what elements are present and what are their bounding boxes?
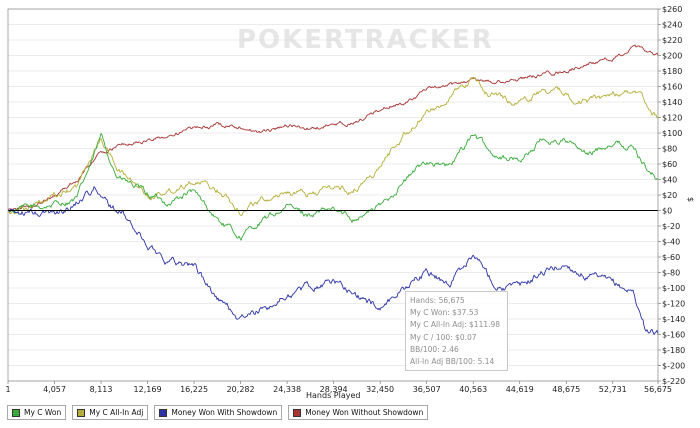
- y-tick-label: $0: [662, 207, 672, 216]
- y-tick-label: $-220: [662, 377, 685, 386]
- x-tick-label: 56,675: [644, 385, 672, 394]
- legend: My C Won My C All-In Adj Money Won With …: [7, 405, 429, 421]
- tooltip-my-c-per-100: My C / 100: $0.07: [410, 332, 477, 342]
- tooltip-my-c-won: My C Won: $37.53: [410, 308, 479, 318]
- legend-item-without-showdown[interactable]: Money Won Without Showdown: [288, 405, 429, 420]
- y-tick-label: $260: [662, 5, 682, 14]
- y-tick-label: $-160: [662, 331, 685, 340]
- y-tick-label: $20: [662, 191, 677, 200]
- legend-swatch: [159, 408, 168, 417]
- y-tick-label: $220: [662, 36, 682, 45]
- x-tick-label: 40,563: [459, 385, 487, 394]
- y-axis-title: $: [686, 197, 695, 202]
- x-tick-label: 32,450: [366, 385, 394, 394]
- x-tick-label: 52,731: [599, 385, 627, 394]
- x-tick-label: 1: [5, 385, 10, 394]
- y-tick-label: $-180: [662, 346, 685, 355]
- tooltip-all-in-adj: My C All-In Adj: $111.98: [410, 320, 501, 330]
- gridlines: [8, 8, 658, 382]
- x-tick-label: 24,338: [273, 385, 301, 394]
- tooltip-bb-100: BB/100: 2.46: [410, 344, 459, 354]
- y-tick-label: $100: [662, 129, 682, 138]
- series-line-0: [7, 132, 659, 241]
- legend-swatch: [12, 408, 20, 417]
- x-tick-label: 8,113: [90, 385, 113, 394]
- legend-label: My C Won: [24, 408, 62, 417]
- series-line-2: [8, 186, 659, 335]
- x-axis-title: Hands Played: [306, 391, 360, 400]
- x-tick-label: 4,057: [43, 385, 66, 394]
- y-tick-label: $40: [662, 176, 677, 185]
- y-tick-label: $140: [662, 98, 682, 107]
- y-tick-label: $240: [662, 21, 682, 30]
- y-tick-label: $-20: [662, 222, 680, 231]
- x-tick-label: 16,225: [180, 385, 208, 394]
- series-line-3: [7, 44, 659, 211]
- legend-label: Money Won With Showdown: [171, 408, 278, 417]
- legend-item-all-in-adj[interactable]: My C All-In Adj: [72, 405, 149, 420]
- x-tick-label: 20,282: [227, 385, 255, 394]
- legend-swatch: [293, 408, 302, 417]
- y-tick-label: $-200: [662, 362, 685, 371]
- x-tick-label: 28,394: [320, 385, 348, 394]
- y-tick-label: $120: [662, 114, 682, 123]
- tooltip-all-in-adj-bb-100: All-In Adj BB/100: 5.14: [410, 357, 495, 367]
- legend-swatch: [77, 408, 86, 417]
- legend-item-with-showdown[interactable]: Money Won With Showdown: [154, 405, 283, 420]
- series-layer: [7, 44, 659, 335]
- series-line-1: [7, 76, 659, 216]
- y-tick-label: $60: [662, 160, 677, 169]
- legend-label: Money Won Without Showdown: [305, 408, 424, 417]
- y-tick-label: $200: [662, 52, 682, 61]
- y-tick-label: $180: [662, 67, 682, 76]
- x-tick-label: 48,675: [552, 385, 580, 394]
- y-tick-label: $-80: [662, 269, 680, 278]
- y-tick-label: $-100: [662, 284, 685, 293]
- hover-tooltip: Hands: 56,675 My C Won: $37.53 My C All-…: [405, 291, 508, 371]
- y-tick-label: $80: [662, 145, 677, 154]
- y-tick-label: $-60: [662, 253, 680, 262]
- y-tick-label: $-140: [662, 315, 685, 324]
- tooltip-hands: Hands: 56,675: [410, 296, 465, 305]
- x-tick-label: 44,619: [506, 385, 534, 394]
- y-tick-label: $-120: [662, 300, 685, 309]
- y-tick-label: $-40: [662, 238, 680, 247]
- y-tick-label: $160: [662, 83, 682, 92]
- legend-item-my-c-won[interactable]: My C Won: [7, 405, 67, 420]
- plot-frame: [7, 8, 659, 382]
- x-tick-label: 12,169: [134, 385, 162, 394]
- x-tick-label: 36,507: [413, 385, 441, 394]
- axes: $-220 $-200 $-180 $-160 $-140 $-120 $-100 $-80 $…: [5, 5, 685, 394]
- legend-label: My C All-In Adj: [89, 408, 144, 417]
